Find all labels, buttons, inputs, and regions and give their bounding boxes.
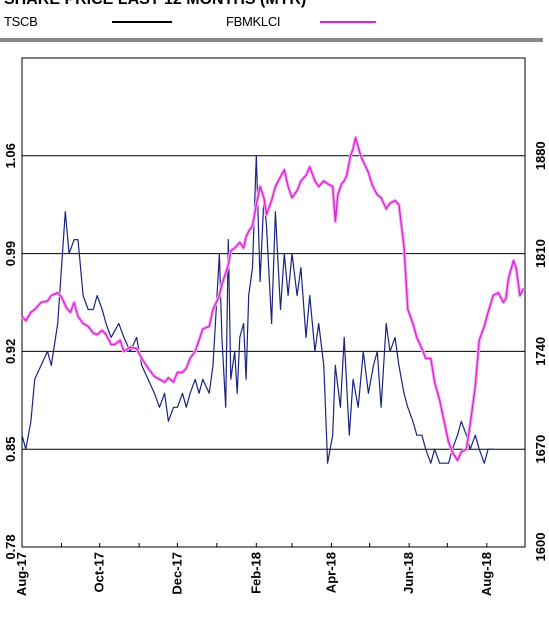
y-right-tick-label: 1600 <box>533 533 548 562</box>
y-right-tick-label: 1740 <box>533 337 548 366</box>
x-tick-label: Dec-17 <box>169 552 184 595</box>
legend-label-tscb: TSCB <box>4 14 38 29</box>
plot-frame <box>21 57 526 548</box>
y-right-tick-label: 1880 <box>533 141 548 170</box>
y-left-tick-label: 0.99 <box>3 241 18 266</box>
y-left-tick-label: 0.78 <box>3 534 18 559</box>
chart-title: SHARE PRICE LAST 12 MONTHS (MYR) <box>4 0 306 9</box>
x-tick-label: Oct-17 <box>92 552 107 592</box>
x-tick-label: Feb-18 <box>248 552 263 594</box>
x-tick-label: Aug-18 <box>479 552 494 596</box>
series-line-fbmklci <box>21 136 525 462</box>
legend-line-tscb <box>112 21 172 23</box>
y-right-tick-label: 1670 <box>533 435 548 464</box>
series-line-tscb <box>21 155 494 464</box>
x-tick-label: Apr-18 <box>323 552 338 593</box>
legend-line-fbmklci <box>320 21 376 23</box>
y-right-tick-label: 1810 <box>533 239 548 268</box>
y-left-tick-label: 1.06 <box>3 143 18 168</box>
legend-label-fbmklci: FBMKLCI <box>226 14 281 29</box>
x-tick-label: Jun-18 <box>401 552 416 594</box>
y-left-tick-label: 0.92 <box>3 339 18 364</box>
x-tick-label: Aug-17 <box>14 552 29 596</box>
header-rule <box>0 38 543 42</box>
y-left-tick-label: 0.85 <box>3 437 18 462</box>
